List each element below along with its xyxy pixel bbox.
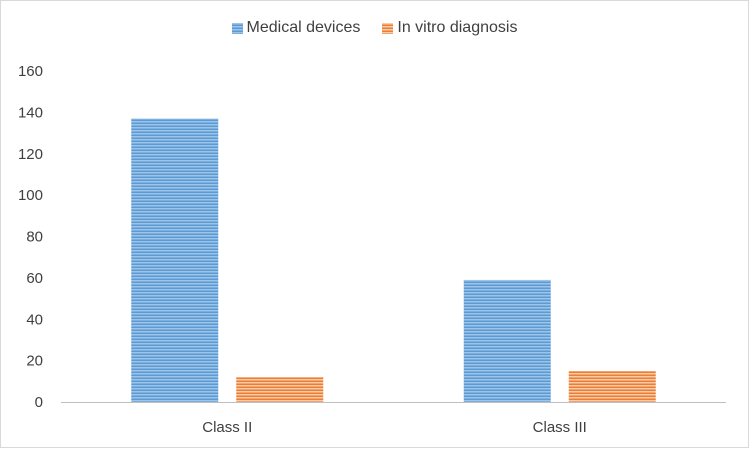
y-tick-label: 60 [26,270,43,287]
chart-legend: Medical devices In vitro diagnosis [1,19,748,37]
y-tick-label: 20 [26,353,43,370]
y-tick-label: 160 [18,63,43,80]
y-axis-tick-labels: 0 20 40 60 80 100 120 140 160 [18,63,43,411]
bar-in-vitro-diagnosis-class-iii [568,370,656,402]
x-axis-category-labels: Class II Class III [202,419,587,436]
y-tick-label: 140 [18,104,43,121]
legend-label-in-vitro-diagnosis: In vitro diagnosis [397,19,518,36]
legend-swatch-medical-devices [231,22,243,34]
y-tick-label: 80 [26,229,43,246]
legend-item-medical-devices: Medical devices [231,19,361,37]
bar-in-vitro-diagnosis-class-ii [236,377,324,402]
legend-item-in-vitro-diagnosis: In vitro diagnosis [382,19,517,37]
bar-medical-devices-class-ii [131,118,219,403]
bar-medical-devices-class-iii [463,279,551,402]
legend-label-medical-devices: Medical devices [246,19,361,36]
legend-swatch-in-vitro-diagnosis [382,22,394,34]
y-tick-label: 40 [26,311,43,328]
x-tick-label-class-ii: Class II [202,419,252,436]
x-tick-label-class-iii: Class III [533,419,587,436]
y-tick-label: 100 [18,187,43,204]
y-tick-label: 120 [18,146,43,163]
y-tick-label: 0 [35,394,43,411]
bar-series-group [131,118,656,403]
